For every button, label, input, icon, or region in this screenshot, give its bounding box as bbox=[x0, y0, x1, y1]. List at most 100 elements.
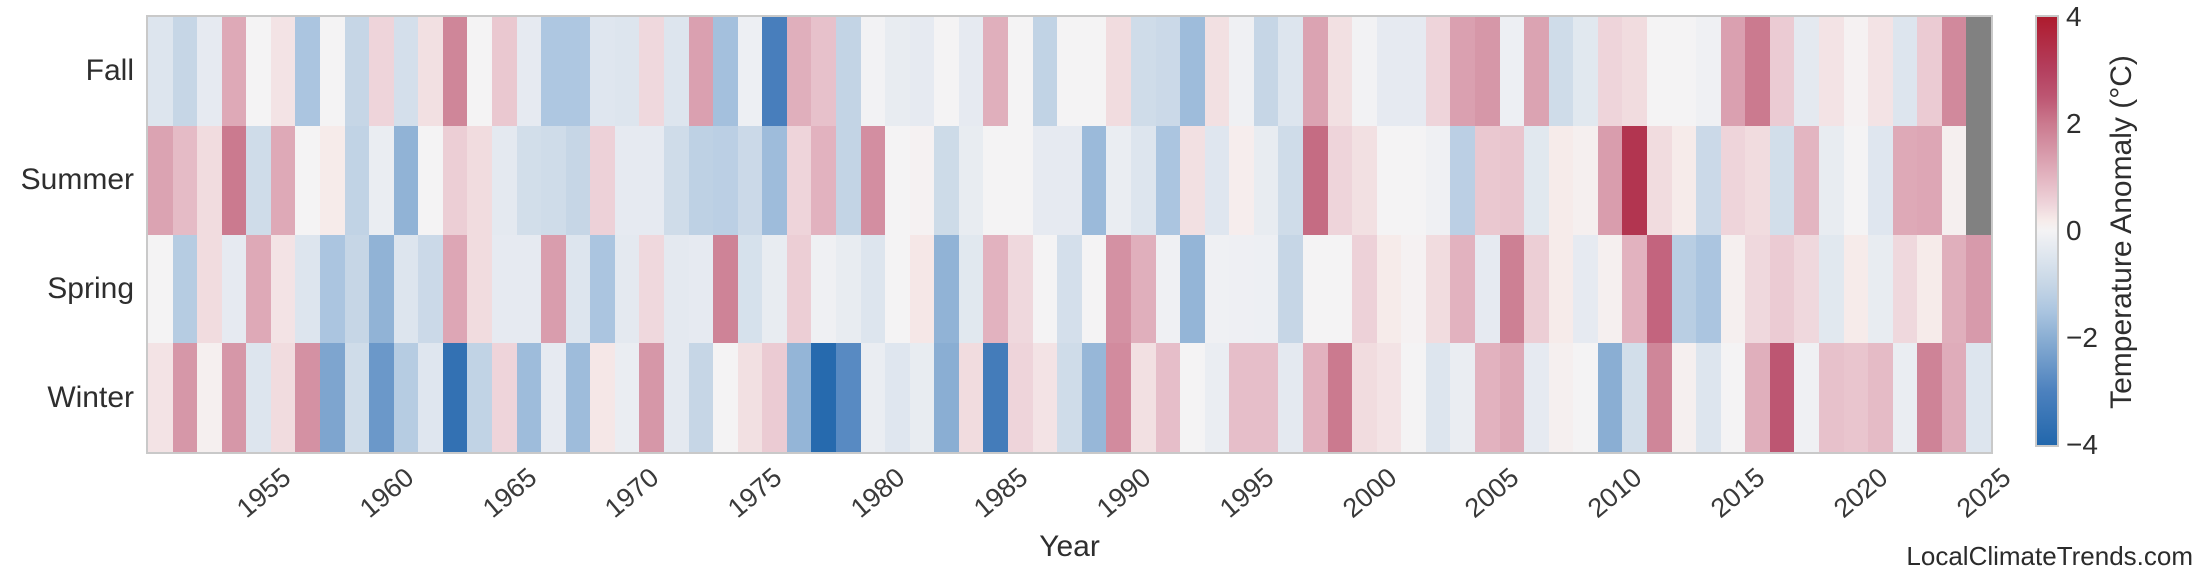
heatmap-cell bbox=[639, 17, 665, 126]
heatmap-cell bbox=[1008, 17, 1033, 126]
heatmap-cell bbox=[148, 125, 173, 235]
heatmap-cell bbox=[565, 17, 591, 126]
heatmap-cell bbox=[1720, 234, 1746, 344]
colorbar-label: Temperature Anomaly (°C) bbox=[2105, 55, 2138, 409]
x-tick-label: 2020 bbox=[1828, 462, 1894, 524]
heatmap-cell bbox=[1474, 125, 1500, 235]
heatmap-cell bbox=[1769, 343, 1795, 452]
heatmap-cell bbox=[1155, 17, 1181, 126]
heatmap-cell bbox=[320, 234, 345, 344]
heatmap-cell bbox=[664, 343, 689, 452]
heatmap-cell bbox=[1524, 125, 1549, 235]
heatmap-cell bbox=[958, 125, 984, 235]
heatmap-cell bbox=[1327, 17, 1353, 126]
heatmap-cell bbox=[516, 17, 542, 126]
heatmap-cell bbox=[492, 125, 517, 235]
heatmap-cell bbox=[934, 343, 959, 452]
heatmap-cell bbox=[1327, 234, 1353, 344]
heatmap-cell bbox=[1720, 125, 1746, 235]
heatmap-cell bbox=[344, 234, 370, 344]
heatmap-cell bbox=[393, 17, 419, 126]
heatmap-cell bbox=[664, 125, 689, 235]
heatmap-cell bbox=[1130, 234, 1156, 344]
heatmap-cell bbox=[1524, 234, 1549, 344]
heatmap-cell bbox=[1450, 234, 1475, 344]
heatmap-cell bbox=[860, 17, 886, 126]
heatmap-cell bbox=[1745, 125, 1770, 235]
heatmap-cell bbox=[1818, 125, 1844, 235]
heatmap-cell bbox=[246, 343, 271, 452]
heatmap-cell bbox=[1057, 343, 1082, 452]
heatmap-cell bbox=[1794, 343, 1819, 452]
heatmap-cell bbox=[614, 234, 640, 344]
heatmap-cell bbox=[1425, 234, 1451, 344]
heatmap-cell bbox=[320, 17, 345, 126]
heatmap-cell bbox=[1450, 17, 1475, 126]
heatmap-cell bbox=[1892, 343, 1918, 452]
heatmap-cell bbox=[1597, 17, 1623, 126]
heatmap-cell bbox=[172, 234, 198, 344]
x-tick-label: 1965 bbox=[476, 462, 542, 524]
heatmap-cell bbox=[1843, 125, 1869, 235]
x-tick-label: 1985 bbox=[968, 462, 1034, 524]
heatmap-cell bbox=[492, 17, 517, 126]
heatmap-cell bbox=[688, 125, 714, 235]
heatmap-cell bbox=[1130, 17, 1156, 126]
heatmap-row-winter bbox=[148, 343, 1991, 452]
heatmap-cell bbox=[1352, 234, 1377, 344]
x-tick-label: 2015 bbox=[1705, 462, 1771, 524]
heatmap-cell bbox=[541, 17, 566, 126]
heatmap-cell bbox=[1106, 234, 1131, 344]
heatmap-cell bbox=[1081, 125, 1107, 235]
heatmap-cell bbox=[270, 234, 296, 344]
heatmap-cell bbox=[1745, 343, 1770, 452]
heatmap-cell bbox=[1401, 125, 1426, 235]
heatmap-cell bbox=[836, 125, 861, 235]
heatmap-cell bbox=[565, 343, 591, 452]
heatmap-cell bbox=[565, 125, 591, 235]
heatmap-cell bbox=[1253, 17, 1279, 126]
heatmap-cell bbox=[590, 343, 615, 452]
heatmap-cell bbox=[688, 17, 714, 126]
x-axis-label: Year bbox=[1039, 530, 1100, 563]
heatmap-cell bbox=[295, 125, 320, 235]
heatmap-cell bbox=[688, 234, 714, 344]
heatmap-cell bbox=[1843, 17, 1869, 126]
heatmap-cell bbox=[467, 125, 493, 235]
heatmap-cell bbox=[983, 125, 1009, 235]
heatmap-cell bbox=[1229, 17, 1254, 126]
heatmap-cell bbox=[860, 125, 886, 235]
heatmap-cell bbox=[197, 343, 222, 452]
heatmap-cell bbox=[614, 343, 640, 452]
heatmap-cell bbox=[1155, 234, 1181, 344]
heatmap-cell bbox=[1057, 17, 1082, 126]
heatmap-cell bbox=[1745, 234, 1770, 344]
heatmap-cell bbox=[1032, 343, 1058, 452]
heatmap-cell bbox=[1769, 17, 1795, 126]
heatmap-cell bbox=[369, 17, 394, 126]
heatmap-cell bbox=[1229, 343, 1254, 452]
heatmap-cell bbox=[1892, 234, 1918, 344]
heatmap-cell bbox=[639, 343, 665, 452]
heatmap-cell bbox=[172, 17, 198, 126]
heatmap-cell bbox=[1376, 17, 1402, 126]
heatmap-cell bbox=[369, 125, 394, 235]
heatmap-cell bbox=[295, 234, 320, 344]
heatmap-cell bbox=[1646, 125, 1672, 235]
heatmap-cell bbox=[1057, 125, 1082, 235]
heatmap-cell bbox=[541, 125, 566, 235]
heatmap-cell bbox=[1794, 17, 1819, 126]
heatmap-cell bbox=[1474, 343, 1500, 452]
heatmap-cell bbox=[1671, 125, 1697, 235]
heatmap-cell bbox=[1130, 125, 1156, 235]
heatmap-cell bbox=[1474, 17, 1500, 126]
heatmap-cell bbox=[1032, 17, 1058, 126]
heatmap-cell bbox=[565, 234, 591, 344]
heatmap-cell bbox=[909, 234, 935, 344]
heatmap-cell bbox=[958, 17, 984, 126]
heatmap-cell bbox=[1081, 234, 1107, 344]
heatmap-cell bbox=[909, 125, 935, 235]
heatmap-cell bbox=[393, 234, 419, 344]
heatmap-cell bbox=[1253, 125, 1279, 235]
heatmap-cell bbox=[1966, 125, 1991, 235]
